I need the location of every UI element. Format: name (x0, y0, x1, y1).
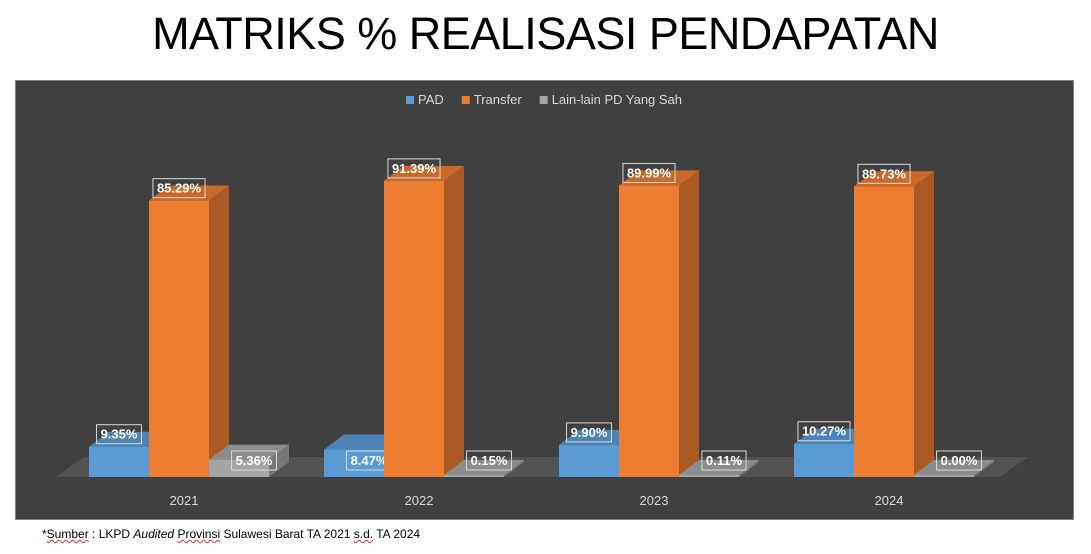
legend-swatch-0 (406, 96, 414, 104)
x-tick-label-2023: 2023 (640, 493, 669, 508)
bar-side (269, 444, 289, 477)
data-label-text: 0.11% (706, 453, 743, 468)
bar-side (914, 171, 934, 477)
bar-side (679, 170, 699, 477)
bar-transfer-2023 (619, 170, 699, 477)
data-label-text: 85.29% (157, 181, 202, 196)
data-label-2-2: 0.11% (701, 450, 747, 471)
bar-side (209, 185, 229, 477)
bar-top (444, 460, 524, 475)
bar-side (739, 460, 759, 477)
footnote-text-3: Sulawesi Barat TA 2021 (220, 527, 354, 541)
data-label-1-3: 89.73% (857, 163, 911, 184)
footnote-star: * (42, 527, 47, 541)
bar-front (679, 475, 739, 477)
source-footnote: *Sumber : LKPD Audited Provinsi Sulawesi… (42, 527, 420, 541)
data-label-box (387, 158, 441, 179)
bar-transfer-2024 (854, 171, 934, 477)
footnote-italic: Audited (133, 527, 175, 541)
data-label-box (466, 450, 512, 471)
data-label-2-0: 5.36% (231, 450, 277, 471)
footnote-word-sd: s.d. (353, 527, 374, 541)
x-tick-label-2024: 2024 (875, 493, 904, 508)
data-label-text: 8.47% (351, 453, 388, 468)
bar-side (444, 165, 464, 477)
bar-front (89, 446, 149, 477)
data-label-box (857, 163, 911, 184)
chart-floor (56, 457, 1028, 477)
legend-swatch-2 (539, 96, 548, 104)
data-label-text: 89.99% (627, 165, 672, 180)
x-tick-label-2022: 2022 (405, 493, 434, 508)
legend-label-2: Lain-lain PD Yang Sah (552, 92, 682, 107)
bar-front (794, 443, 854, 477)
bar-chart: PAD Transfer Lain-lain PD Yang Sah 9.35% 85.… (56, 92, 1028, 508)
data-label-2-1: 0.15% (466, 450, 512, 471)
chart-area: PAD Transfer Lain-lain PD Yang Sah 9.35% 85.… (15, 80, 1074, 520)
data-label-box (936, 450, 982, 471)
footnote-word-province: Provinsi (177, 527, 221, 541)
bar-front (854, 186, 914, 477)
footnote-word-source: Sumber (46, 527, 89, 541)
data-label-box (622, 162, 676, 183)
bar-front (559, 444, 619, 477)
data-label-box (797, 421, 851, 442)
data-label-text: 9.90% (571, 425, 608, 440)
x-tick-label-2021: 2021 (170, 493, 199, 508)
bar-lain-lain-pd-yang-sah-2021 (209, 444, 289, 477)
data-label-0-2: 9.90% (566, 422, 612, 443)
data-label-text: 0.15% (471, 453, 508, 468)
bar-front (619, 185, 679, 477)
data-label-0-0: 9.35% (96, 424, 142, 445)
legend-swatch-1 (461, 96, 470, 104)
bar-top (209, 444, 289, 460)
bar-transfer-2022 (384, 165, 464, 477)
data-label-box (152, 178, 206, 199)
bar-lain-lain-pd-yang-sah-2023 (679, 460, 759, 477)
page-title: MATRIKS % REALISASI PENDAPATAN (152, 8, 939, 59)
bar-front (324, 449, 384, 477)
bar-front (149, 200, 209, 477)
footnote-text-1: : LKPD (88, 527, 134, 541)
data-label-text: 5.36% (236, 453, 273, 468)
bar-front (444, 475, 504, 477)
bar-side (504, 460, 524, 477)
data-label-0-3: 10.27% (797, 421, 851, 442)
bar-side (974, 460, 994, 477)
bar-top (149, 185, 229, 201)
bar-lain-lain-pd-yang-sah-2022 (444, 460, 524, 477)
data-label-text: 9.35% (101, 427, 138, 442)
footnote-text-4: TA 2024 (373, 527, 421, 541)
data-label-box (231, 450, 277, 471)
bar-transfer-2021 (149, 185, 229, 477)
data-label-text: 10.27% (802, 424, 847, 439)
legend-label-1: Transfer (474, 92, 523, 107)
bar-top (619, 170, 699, 186)
data-label-1-2: 89.99% (622, 162, 676, 183)
data-label-box (96, 424, 142, 445)
bar-front (914, 475, 974, 477)
bar-front (384, 180, 444, 477)
bar-top (914, 460, 994, 475)
bar-top (679, 460, 759, 475)
data-label-box (701, 450, 747, 471)
bar-lain-lain-pd-yang-sah-2024 (914, 460, 994, 477)
data-label-2-3: 0.00% (936, 450, 982, 471)
legend-label-0: PAD (418, 92, 444, 107)
bar-top (854, 171, 934, 187)
legend: PAD Transfer Lain-lain PD Yang Sah (406, 92, 682, 107)
data-label-text: 91.39% (392, 161, 437, 176)
data-label-1-0: 85.29% (152, 178, 206, 199)
bar-top (384, 165, 464, 181)
bar-front (209, 459, 269, 477)
data-label-text: 0.00% (941, 453, 978, 468)
data-label-box (566, 422, 612, 443)
data-label-text: 89.73% (862, 166, 907, 181)
data-label-1-1: 91.39% (387, 158, 441, 179)
